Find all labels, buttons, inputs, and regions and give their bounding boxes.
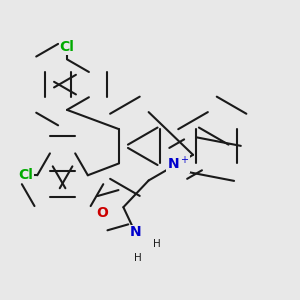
Text: Cl: Cl <box>18 168 33 182</box>
Text: Cl: Cl <box>60 40 74 55</box>
Text: N: N <box>129 226 141 239</box>
Text: N$^+$: N$^+$ <box>167 155 190 172</box>
Text: H: H <box>153 239 161 249</box>
Text: H: H <box>134 253 142 263</box>
Text: O: O <box>97 206 109 220</box>
